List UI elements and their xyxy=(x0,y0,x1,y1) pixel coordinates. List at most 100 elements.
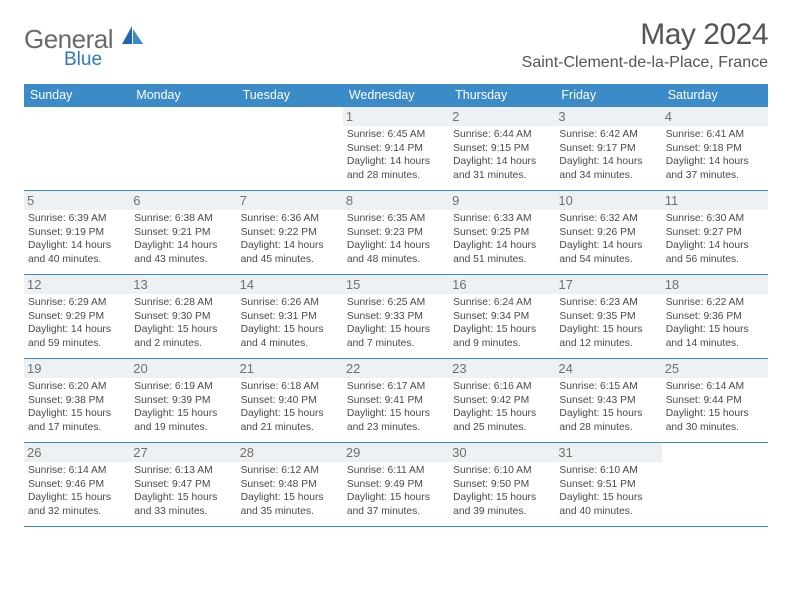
day1-text: Daylight: 15 hours xyxy=(28,407,126,421)
day2-text: and 21 minutes. xyxy=(241,421,339,435)
sunset-text: Sunset: 9:19 PM xyxy=(28,226,126,240)
day-cell xyxy=(237,107,343,190)
sunset-text: Sunset: 9:42 PM xyxy=(453,394,551,408)
day1-text: Daylight: 15 hours xyxy=(347,491,445,505)
day-number: 2 xyxy=(449,107,555,126)
day-cell: 13Sunrise: 6:28 AMSunset: 9:30 PMDayligh… xyxy=(130,275,236,358)
sunset-text: Sunset: 9:14 PM xyxy=(347,142,445,156)
day-number: 16 xyxy=(449,275,555,294)
sunrise-text: Sunrise: 6:41 AM xyxy=(666,128,764,142)
weekday-header: Tuesday xyxy=(237,84,343,107)
day1-text: Daylight: 15 hours xyxy=(134,491,232,505)
day1-text: Daylight: 15 hours xyxy=(453,323,551,337)
day2-text: and 28 minutes. xyxy=(559,421,657,435)
sunrise-text: Sunrise: 6:44 AM xyxy=(453,128,551,142)
day-cell: 15Sunrise: 6:25 AMSunset: 9:33 PMDayligh… xyxy=(343,275,449,358)
sunset-text: Sunset: 9:49 PM xyxy=(347,478,445,492)
day-cell: 25Sunrise: 6:14 AMSunset: 9:44 PMDayligh… xyxy=(662,359,768,442)
sunrise-text: Sunrise: 6:26 AM xyxy=(241,296,339,310)
sunset-text: Sunset: 9:36 PM xyxy=(666,310,764,324)
sunset-text: Sunset: 9:25 PM xyxy=(453,226,551,240)
day2-text: and 40 minutes. xyxy=(559,505,657,519)
week-row: 12Sunrise: 6:29 AMSunset: 9:29 PMDayligh… xyxy=(24,275,768,359)
location: Saint-Clement-de-la-Place, France xyxy=(522,54,768,72)
day2-text: and 48 minutes. xyxy=(347,253,445,267)
day2-text: and 56 minutes. xyxy=(666,253,764,267)
day-number: 21 xyxy=(237,359,343,378)
day-cell: 11Sunrise: 6:30 AMSunset: 9:27 PMDayligh… xyxy=(662,191,768,274)
sunrise-text: Sunrise: 6:25 AM xyxy=(347,296,445,310)
sunset-text: Sunset: 9:21 PM xyxy=(134,226,232,240)
day2-text: and 23 minutes. xyxy=(347,421,445,435)
weekday-header: Thursday xyxy=(449,84,555,107)
day2-text: and 39 minutes. xyxy=(453,505,551,519)
day1-text: Daylight: 14 hours xyxy=(347,239,445,253)
day2-text: and 25 minutes. xyxy=(453,421,551,435)
sunset-text: Sunset: 9:34 PM xyxy=(453,310,551,324)
day1-text: Daylight: 15 hours xyxy=(134,407,232,421)
sunset-text: Sunset: 9:46 PM xyxy=(28,478,126,492)
day2-text: and 19 minutes. xyxy=(134,421,232,435)
day-cell: 3Sunrise: 6:42 AMSunset: 9:17 PMDaylight… xyxy=(555,107,661,190)
week-row: 19Sunrise: 6:20 AMSunset: 9:38 PMDayligh… xyxy=(24,359,768,443)
sunrise-text: Sunrise: 6:45 AM xyxy=(347,128,445,142)
sunrise-text: Sunrise: 6:28 AM xyxy=(134,296,232,310)
sunset-text: Sunset: 9:29 PM xyxy=(28,310,126,324)
sunrise-text: Sunrise: 6:16 AM xyxy=(453,380,551,394)
day-cell: 9Sunrise: 6:33 AMSunset: 9:25 PMDaylight… xyxy=(449,191,555,274)
day2-text: and 32 minutes. xyxy=(28,505,126,519)
sunrise-text: Sunrise: 6:36 AM xyxy=(241,212,339,226)
sunrise-text: Sunrise: 6:10 AM xyxy=(559,464,657,478)
day2-text: and 51 minutes. xyxy=(453,253,551,267)
sunset-text: Sunset: 9:31 PM xyxy=(241,310,339,324)
day-number: 28 xyxy=(237,443,343,462)
day-cell: 21Sunrise: 6:18 AMSunset: 9:40 PMDayligh… xyxy=(237,359,343,442)
day1-text: Daylight: 15 hours xyxy=(666,407,764,421)
day-cell xyxy=(130,107,236,190)
day-number xyxy=(237,107,343,126)
sunrise-text: Sunrise: 6:24 AM xyxy=(453,296,551,310)
day-number xyxy=(662,443,768,462)
day-cell: 27Sunrise: 6:13 AMSunset: 9:47 PMDayligh… xyxy=(130,443,236,526)
sunrise-text: Sunrise: 6:42 AM xyxy=(559,128,657,142)
day2-text: and 17 minutes. xyxy=(28,421,126,435)
day-number: 29 xyxy=(343,443,449,462)
day1-text: Daylight: 14 hours xyxy=(241,239,339,253)
sunrise-text: Sunrise: 6:11 AM xyxy=(347,464,445,478)
day-number: 19 xyxy=(24,359,130,378)
day1-text: Daylight: 14 hours xyxy=(453,155,551,169)
sunset-text: Sunset: 9:15 PM xyxy=(453,142,551,156)
sunset-text: Sunset: 9:51 PM xyxy=(559,478,657,492)
day1-text: Daylight: 15 hours xyxy=(453,407,551,421)
sunset-text: Sunset: 9:50 PM xyxy=(453,478,551,492)
day-number: 9 xyxy=(449,191,555,210)
day1-text: Daylight: 14 hours xyxy=(666,239,764,253)
header: General Blue May 2024 Saint-Clement-de-l… xyxy=(24,18,768,72)
day-number: 22 xyxy=(343,359,449,378)
day-cell: 18Sunrise: 6:22 AMSunset: 9:36 PMDayligh… xyxy=(662,275,768,358)
weeks-container: 1Sunrise: 6:45 AMSunset: 9:14 PMDaylight… xyxy=(24,107,768,527)
week-row: 26Sunrise: 6:14 AMSunset: 9:46 PMDayligh… xyxy=(24,443,768,527)
day-cell: 28Sunrise: 6:12 AMSunset: 9:48 PMDayligh… xyxy=(237,443,343,526)
day-number: 31 xyxy=(555,443,661,462)
day2-text: and 9 minutes. xyxy=(453,337,551,351)
day2-text: and 59 minutes. xyxy=(28,337,126,351)
sunset-text: Sunset: 9:40 PM xyxy=(241,394,339,408)
day-number: 11 xyxy=(662,191,768,210)
sunrise-text: Sunrise: 6:18 AM xyxy=(241,380,339,394)
sunset-text: Sunset: 9:33 PM xyxy=(347,310,445,324)
day1-text: Daylight: 14 hours xyxy=(347,155,445,169)
sunset-text: Sunset: 9:22 PM xyxy=(241,226,339,240)
sunrise-text: Sunrise: 6:20 AM xyxy=(28,380,126,394)
day-number: 12 xyxy=(24,275,130,294)
day-cell xyxy=(24,107,130,190)
sunrise-text: Sunrise: 6:13 AM xyxy=(134,464,232,478)
day-number: 18 xyxy=(662,275,768,294)
sunrise-text: Sunrise: 6:22 AM xyxy=(666,296,764,310)
sunset-text: Sunset: 9:48 PM xyxy=(241,478,339,492)
sunset-text: Sunset: 9:43 PM xyxy=(559,394,657,408)
sunset-text: Sunset: 9:35 PM xyxy=(559,310,657,324)
day1-text: Daylight: 15 hours xyxy=(453,491,551,505)
day-number xyxy=(24,107,130,126)
day-number: 3 xyxy=(555,107,661,126)
